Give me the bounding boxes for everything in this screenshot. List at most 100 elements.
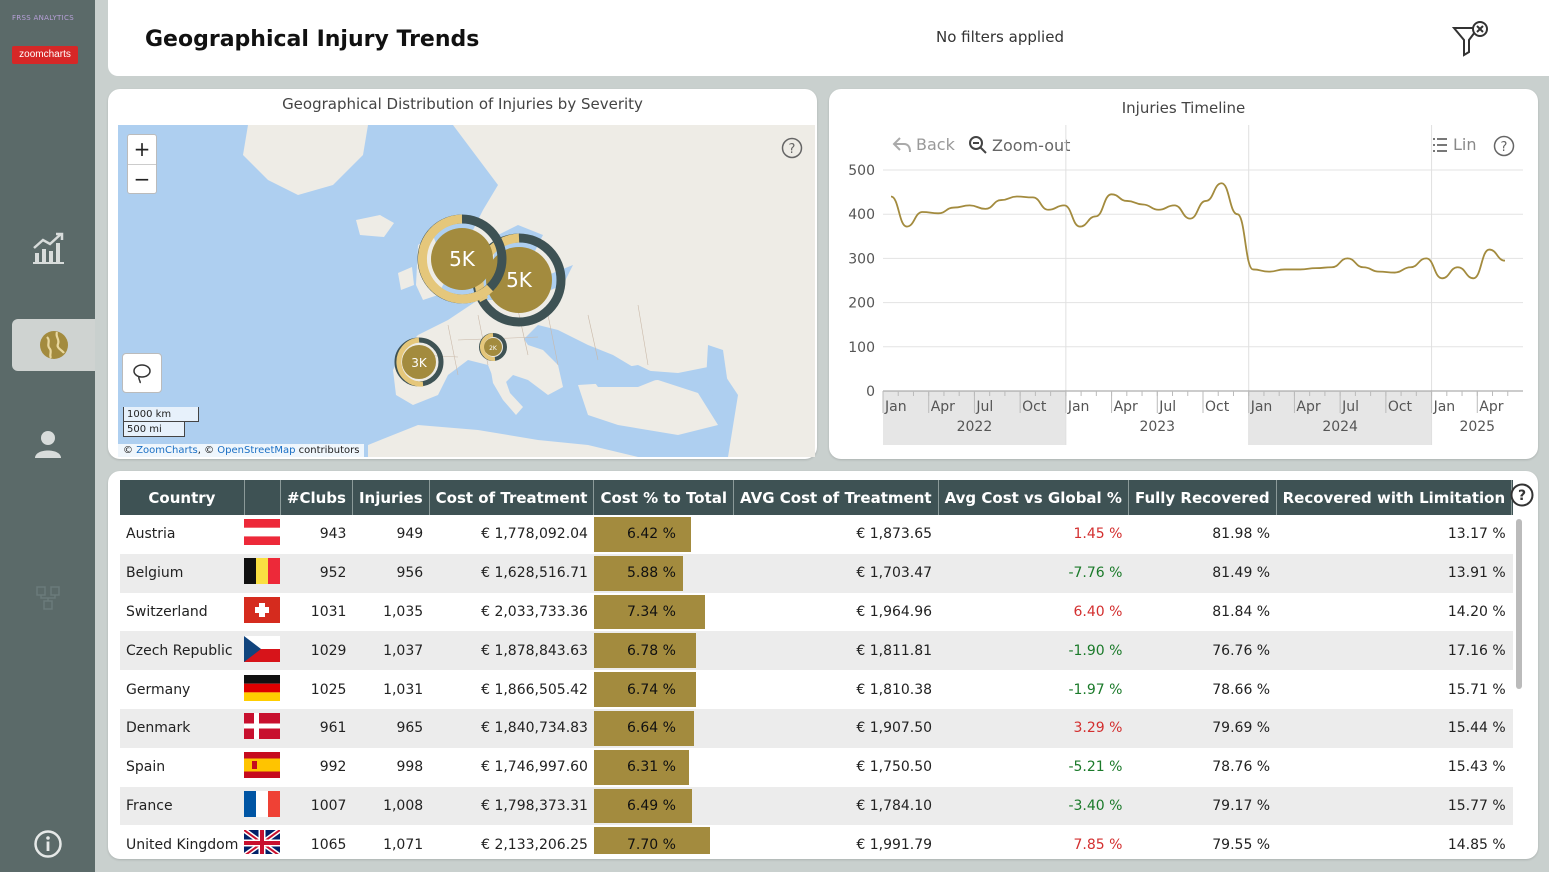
cluster-spain[interactable]: 3K bbox=[394, 337, 444, 387]
cost-pct-value: 7.70 % bbox=[627, 836, 676, 853]
table-row[interactable]: United Kingdom 1065 1,071 € 2,133,206.25 7.7… bbox=[120, 825, 1513, 854]
x-month-label: Oct bbox=[1205, 399, 1230, 415]
fully-recovered-cell: 81.84 % bbox=[1212, 603, 1271, 620]
table-row[interactable]: Czech Republic 1029 1,037 € 1,878,843.63 6.7… bbox=[120, 631, 1513, 671]
x-month-label: Jan bbox=[1433, 399, 1456, 415]
cost-cell: € 1,878,843.63 bbox=[429, 631, 594, 671]
nav-hidden-button[interactable] bbox=[0, 572, 95, 624]
table-scrollbar[interactable] bbox=[1516, 519, 1522, 689]
injuries-cell: 956 bbox=[352, 553, 430, 593]
column-header[interactable]: Recovered with Limitation bbox=[1276, 480, 1513, 515]
table-row[interactable]: Germany 1025 1,031 € 1,866,505.42 6.74 % € 1,… bbox=[120, 670, 1513, 709]
flag-cell bbox=[244, 708, 281, 748]
column-header[interactable]: Fully Recovered bbox=[1128, 480, 1277, 515]
scale-mode-label: Lin bbox=[1453, 135, 1477, 154]
avg-cost-cell: € 1,873.65 bbox=[856, 526, 933, 543]
cluster-label: 3K bbox=[411, 356, 428, 370]
attribution-sep: , © bbox=[197, 445, 218, 456]
column-header[interactable]: AVG Cost of Treatment bbox=[733, 480, 939, 515]
zoomcharts-link[interactable]: ZoomCharts bbox=[136, 445, 198, 456]
column-header[interactable] bbox=[244, 480, 281, 515]
fully-recovered-cell: 79.17 % bbox=[1128, 786, 1277, 826]
cost-pct-value: 6.31 % bbox=[627, 759, 676, 776]
cost-cell: € 2,033,733.36 bbox=[481, 603, 588, 620]
series-line[interactable] bbox=[890, 182, 1506, 280]
limited-recovered-cell: 14.85 % bbox=[1447, 836, 1506, 853]
map-help-button[interactable]: ? bbox=[781, 137, 803, 163]
vs-global-cell: -1.90 % bbox=[938, 631, 1129, 671]
lasso-select-button[interactable] bbox=[122, 353, 162, 393]
nav-geo-button[interactable] bbox=[12, 319, 95, 371]
flag-cell bbox=[244, 748, 281, 787]
column-header[interactable]: Avg Cost vs Global % bbox=[938, 480, 1129, 515]
country-cell: Austria bbox=[126, 526, 176, 543]
x-month-label: Jan bbox=[884, 399, 907, 415]
x-month-label: Oct bbox=[1388, 399, 1413, 415]
vs-global-cell: 6.40 % bbox=[1073, 603, 1123, 620]
column-header[interactable]: Injuries bbox=[352, 480, 430, 515]
table-row[interactable]: Spain 992 998 € 1,746,997.60 6.31 % € 1,750.5… bbox=[120, 748, 1513, 787]
table-row[interactable]: Denmark 961 965 € 1,840,734.83 6.64 % € 1,907… bbox=[120, 708, 1513, 748]
vs-global-cell: -5.21 % bbox=[1068, 759, 1123, 776]
column-header[interactable]: Cost of Treatment bbox=[429, 480, 595, 515]
avg-cost-cell: € 1,703.47 bbox=[733, 553, 939, 593]
cost-pct-value: 5.88 % bbox=[627, 565, 676, 582]
retired-cell: 6.08 % bbox=[1511, 631, 1513, 671]
country-table-wrapper: Country #Clubs Injuries Cost of Treatment Co… bbox=[120, 480, 1513, 854]
column-header[interactable]: Cost % to Total bbox=[593, 480, 735, 515]
table-row[interactable]: France 1007 1,008 € 1,798,373.31 6.49 % € 1,7… bbox=[120, 786, 1513, 826]
column-header[interactable]: Country bbox=[120, 480, 245, 515]
svg-text:?: ? bbox=[1518, 488, 1526, 504]
filter-status: No filters applied bbox=[936, 28, 1064, 46]
table-card: Country #Clubs Injuries Cost of Treatment Co… bbox=[108, 471, 1538, 859]
table-help-button[interactable]: ? bbox=[1510, 483, 1534, 511]
nav-people-button[interactable] bbox=[0, 418, 95, 470]
table-row[interactable]: Belgium 952 956 € 1,628,516.71 5.88 % € 1,703… bbox=[120, 553, 1513, 593]
zoomcharts-logo: zoomcharts bbox=[12, 46, 78, 64]
column-header[interactable]: #Clubs bbox=[280, 480, 353, 515]
timeline-title: Injuries Timeline bbox=[1121, 99, 1246, 117]
lasso-icon bbox=[133, 364, 151, 384]
globe-icon bbox=[39, 331, 68, 359]
cluster-benelux[interactable]: 5K bbox=[417, 214, 507, 304]
flag-cell bbox=[244, 515, 281, 554]
cost-pct-cell: 6.49 % bbox=[593, 786, 734, 826]
zoom-out-timeline-button[interactable]: Zoom-out bbox=[968, 135, 1070, 155]
table-row[interactable]: Switzerland 1031 1,035 € 2,033,733.36 7.34 %… bbox=[120, 593, 1513, 632]
info-button[interactable] bbox=[0, 818, 95, 870]
zoom-out-button[interactable]: − bbox=[128, 164, 156, 193]
nav-trends-button[interactable] bbox=[0, 222, 95, 274]
limited-recovered-cell: 15.71 % bbox=[1447, 681, 1506, 698]
attribution-suffix: contributors bbox=[295, 445, 360, 456]
cost-cell: € 1,746,997.60 bbox=[481, 759, 588, 776]
czech-flag-icon bbox=[244, 635, 281, 666]
clubs-cell: 961 bbox=[280, 708, 353, 748]
fully-recovered-cell: 76.76 % bbox=[1128, 631, 1277, 671]
timeline-chart[interactable]: 0 100 200 300 400 500 Jan Apr Jul Oct Jan Apr Jul Oct… bbox=[829, 89, 1538, 459]
svg-text:?: ? bbox=[789, 142, 796, 157]
country-cell: France bbox=[120, 786, 245, 826]
zoom-in-button[interactable]: + bbox=[133, 137, 151, 161]
cluster-italy[interactable]: 2K bbox=[479, 333, 507, 362]
scale-mode-button[interactable]: Lin bbox=[1431, 135, 1477, 154]
back-label: Back bbox=[916, 135, 955, 154]
retired-cell: 5.60 % bbox=[1512, 825, 1513, 854]
avg-cost-cell: € 1,964.96 bbox=[856, 603, 933, 620]
table-row[interactable]: Austria 943 949 € 1,778,092.04 6.42 % € 1,873… bbox=[120, 515, 1513, 554]
country-table: Country #Clubs Injuries Cost of Treatment Co… bbox=[120, 480, 1513, 854]
switzerland-flag-icon bbox=[244, 596, 281, 627]
osm-link[interactable]: OpenStreetMap bbox=[217, 445, 296, 456]
timeline-help-button[interactable]: ? bbox=[1493, 135, 1515, 161]
x-year-label: 2022 bbox=[957, 419, 993, 435]
map-attribution: © ZoomCharts, © OpenStreetMap contributo… bbox=[118, 444, 365, 457]
cost-cell: € 1,866,505.42 bbox=[481, 681, 588, 698]
clear-filters-button[interactable] bbox=[1451, 18, 1489, 62]
cost-pct-cell: 6.78 % bbox=[593, 631, 734, 671]
cluster-label: 5K bbox=[506, 268, 533, 292]
x-month-label: Apr bbox=[931, 399, 955, 415]
help-icon: ? bbox=[1493, 135, 1515, 157]
denmark-flag-icon bbox=[244, 713, 281, 743]
flag-cell bbox=[244, 593, 281, 632]
europe-map[interactable]: 5K 5K 3K 2K + − bbox=[118, 125, 815, 457]
back-button[interactable]: Back bbox=[892, 135, 955, 154]
